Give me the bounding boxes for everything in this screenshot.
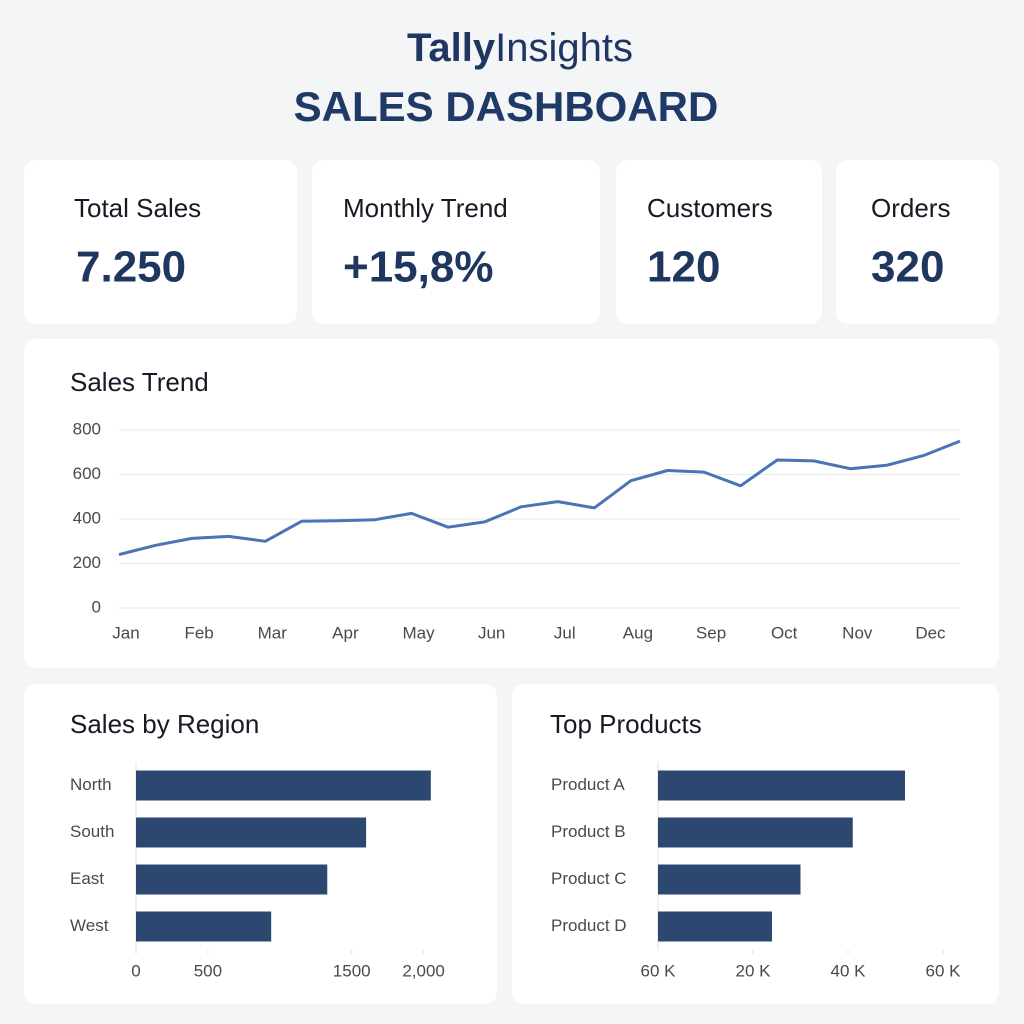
brand-bold: Tally (407, 26, 496, 70)
y-tick-label: West (70, 916, 109, 935)
y-tick-label: North (70, 775, 112, 794)
y-tick-label: East (70, 869, 104, 888)
chart-title: Sales by Region (70, 709, 259, 739)
y-tick-label: 800 (73, 419, 101, 438)
x-tick-label: May (402, 623, 435, 642)
sales-line (118, 439, 961, 557)
chart-title: Sales Trend (70, 367, 209, 397)
bar (136, 864, 328, 895)
x-tick-label: 1500 (333, 961, 371, 980)
x-tick-label: Oct (771, 623, 798, 642)
bar (136, 911, 272, 942)
kpi-value: 7.250 (76, 243, 186, 292)
x-tick-label: Jun (478, 623, 505, 642)
x-tick-label: Jan (112, 623, 139, 642)
x-tick-label: 60 K (926, 961, 962, 980)
bar (136, 817, 367, 848)
bar (136, 770, 431, 801)
kpi-label: Monthly Trend (343, 193, 508, 223)
x-tick-label: Nov (842, 623, 873, 642)
chart-title: Top Products (550, 709, 702, 739)
kpi-card (616, 160, 822, 324)
x-tick-label: 0 (131, 961, 140, 980)
x-tick-label: Dec (915, 623, 946, 642)
chart-card (24, 339, 999, 668)
page-title: SALES DASHBOARD (294, 83, 719, 130)
y-tick-label: Product C (551, 869, 627, 888)
kpi-label: Total Sales (74, 193, 201, 223)
kpi-value: 320 (871, 243, 944, 292)
y-tick-label: Product D (551, 916, 627, 935)
kpi-value: +15,8% (343, 243, 493, 292)
x-tick-label: Sep (696, 623, 726, 642)
x-tick-label: 40 K (831, 961, 867, 980)
y-tick-label: Product A (551, 775, 625, 794)
kpi-value: 120 (647, 243, 720, 292)
brand-light: Insights (495, 26, 633, 70)
y-tick-label: 600 (73, 464, 101, 483)
x-tick-label: 2,000 (402, 961, 445, 980)
x-tick-label: 500 (194, 961, 222, 980)
bar (658, 770, 905, 801)
bar (658, 911, 772, 942)
kpi-label: Orders (871, 193, 950, 223)
bar (658, 817, 853, 848)
x-tick-label: Jul (554, 623, 576, 642)
y-tick-label: 400 (73, 508, 101, 527)
y-tick-label: Product B (551, 822, 626, 841)
kpi-label: Customers (647, 193, 773, 223)
y-tick-label: South (70, 822, 114, 841)
brand: TallyInsights (407, 26, 633, 70)
x-tick-label: Feb (184, 623, 213, 642)
kpi-card (836, 160, 999, 324)
x-tick-label: Aug (623, 623, 653, 642)
x-tick-label: 60 K (641, 961, 677, 980)
y-tick-label: 0 (92, 597, 101, 616)
kpi-card (24, 160, 297, 324)
x-tick-label: 20 K (736, 961, 772, 980)
x-tick-label: Apr (332, 623, 359, 642)
kpi-card (312, 160, 600, 324)
x-tick-label: Mar (258, 623, 288, 642)
y-tick-label: 200 (73, 553, 101, 572)
bar (658, 864, 801, 895)
